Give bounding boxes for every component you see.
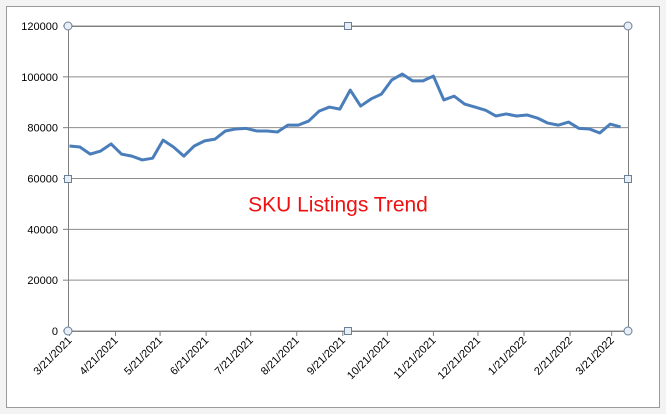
handle[interactable] <box>344 327 352 335</box>
handle[interactable] <box>623 21 633 31</box>
handle[interactable] <box>64 175 72 183</box>
y-tick-label: 120000 <box>21 21 58 33</box>
y-tick-label: 80000 <box>27 123 58 135</box>
chart-title: SKU Listings Trend <box>248 194 428 217</box>
y-tick-label: 60000 <box>27 174 58 186</box>
selection-handles <box>63 21 633 336</box>
handle[interactable] <box>623 326 633 336</box>
y-tick-label: 100000 <box>21 72 58 84</box>
handle[interactable] <box>624 175 632 183</box>
handle[interactable] <box>63 21 73 31</box>
chart-area[interactable] <box>6 6 660 408</box>
series <box>69 72 621 162</box>
y-tick-label: 20000 <box>27 275 58 287</box>
handle[interactable] <box>63 326 73 336</box>
y-tick-label: 0 <box>52 326 58 338</box>
handle[interactable] <box>344 22 352 30</box>
y-tick-label: 40000 <box>27 224 58 236</box>
data-line <box>69 72 621 162</box>
